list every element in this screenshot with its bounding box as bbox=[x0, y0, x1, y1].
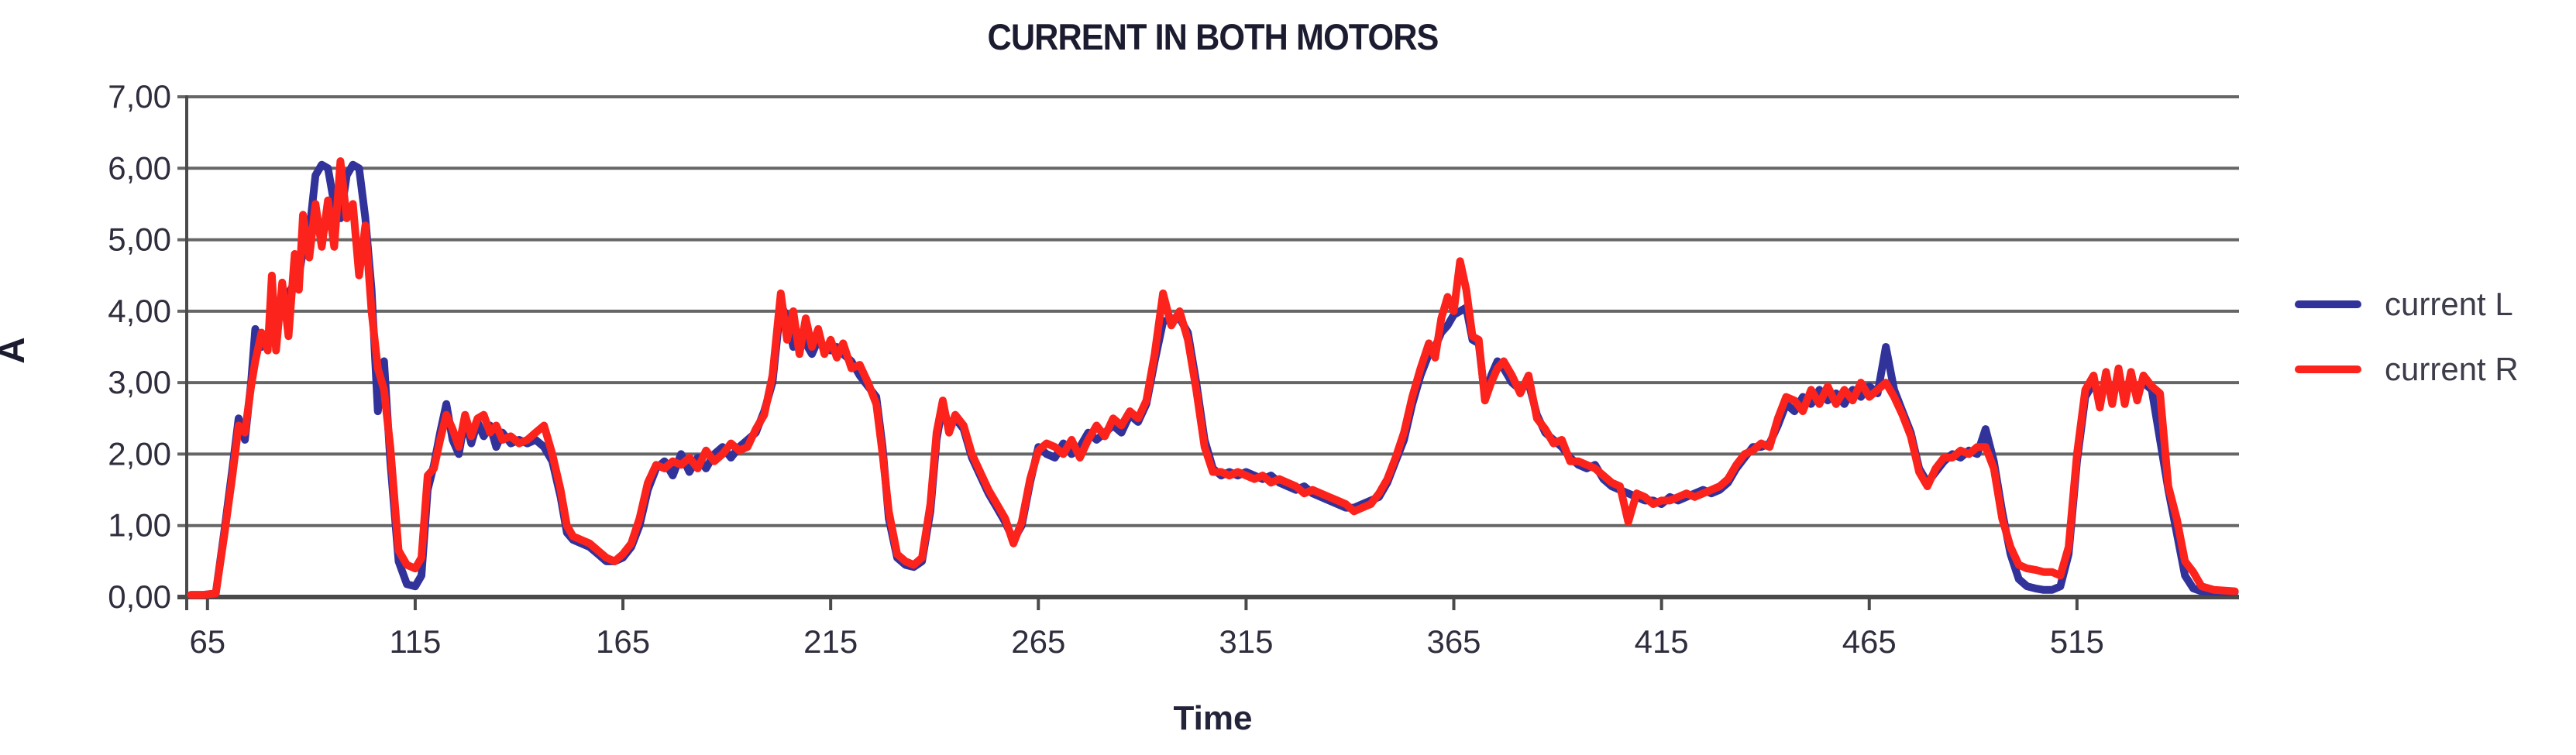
legend-item-current-r: current R bbox=[2295, 345, 2519, 393]
y-tick-label: 1,00 bbox=[108, 507, 171, 544]
y-tick-label: 5,00 bbox=[108, 221, 171, 258]
y-tick-label: 3,00 bbox=[108, 364, 171, 400]
series-line-current-l bbox=[187, 160, 2239, 599]
y-tick-label: 7,00 bbox=[108, 78, 171, 115]
legend-item-current-l: current L bbox=[2295, 280, 2519, 328]
x-tick-label: 515 bbox=[2050, 623, 2104, 660]
x-tick-label: 415 bbox=[1635, 623, 1689, 660]
x-tick-label: 265 bbox=[1011, 623, 1065, 660]
x-tick-label: 65 bbox=[189, 623, 225, 660]
chart-legend: current L current R bbox=[2295, 280, 2519, 410]
y-tick-label: 4,00 bbox=[108, 293, 171, 329]
y-tick-label: 6,00 bbox=[108, 149, 171, 186]
series-line-current-r bbox=[187, 157, 2239, 599]
legend-label: current L bbox=[2385, 286, 2513, 322]
y-tick-label: 2,00 bbox=[108, 435, 171, 472]
y-tick-label: 0,00 bbox=[108, 578, 171, 615]
x-tick-label: 315 bbox=[1219, 623, 1273, 660]
x-tick-label: 165 bbox=[596, 623, 650, 660]
legend-line-swatch-r bbox=[2295, 365, 2361, 373]
legend-line-swatch-l bbox=[2295, 300, 2361, 308]
x-axis-title: Time bbox=[1173, 699, 1253, 737]
x-tick-label: 465 bbox=[1842, 623, 1897, 660]
x-tick-label: 115 bbox=[389, 623, 441, 660]
chart-title: CURRENT IN BOTH MOTORS bbox=[987, 16, 1439, 57]
legend-label: current R bbox=[2385, 351, 2519, 387]
x-tick-label: 215 bbox=[803, 623, 858, 660]
x-tick-label: 365 bbox=[1426, 623, 1481, 660]
